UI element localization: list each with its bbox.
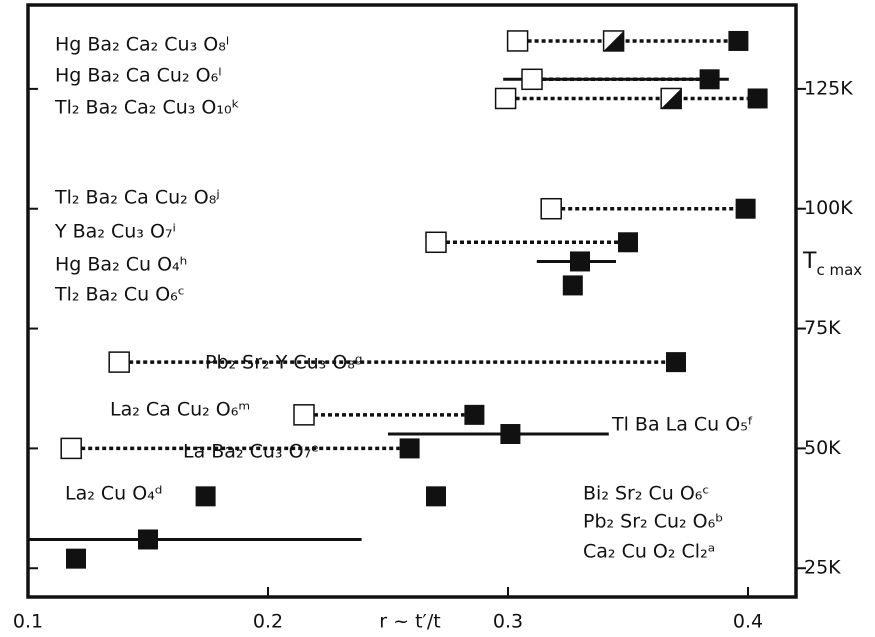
y-tick-label: 25K <box>804 557 841 579</box>
compound-label: Hg Ba₂ Ca₂ Cu₃ O₈ˡ <box>55 34 229 56</box>
open-marker <box>425 231 447 254</box>
compound-label: Pb₂ Sr₂ Cu₂ O₆ᵇ <box>583 511 723 533</box>
compound-label: Tl₂ Ba₂ Cu O₆ᶜ <box>54 284 185 306</box>
filled-marker <box>500 424 521 445</box>
compound-label: Ca₂ Cu O₂ Cl₂ᵃ <box>583 541 715 563</box>
filled-marker <box>666 352 686 373</box>
x-axis-label: r ~ t′/t <box>379 611 440 633</box>
y-tick-label: 75K <box>804 317 841 339</box>
filled-marker <box>562 275 583 296</box>
filled-marker <box>728 30 749 51</box>
filled-marker <box>570 251 590 272</box>
compound-label: Pb₂ Sr₂ Y Cu₃ O₈ᵍ <box>205 352 363 374</box>
open-marker <box>293 404 315 426</box>
filled-marker <box>747 88 768 109</box>
open-marker <box>540 197 562 220</box>
open-marker <box>506 30 529 52</box>
compound-label: Y Ba₂ Cu₃ O₇ⁱ <box>54 221 176 243</box>
filled-marker <box>138 529 158 550</box>
x-tick-label: 0.3 <box>493 611 523 633</box>
compound-label: La₂ Ca Cu₂ O₆ᵐ <box>110 399 250 421</box>
compound-label: Tl₂ Ba₂ Ca₂ Cu₃ O₁₀ᵏ <box>54 97 240 119</box>
x-tick-label: 0.4 <box>733 611 763 633</box>
compound-label: Hg Ba₂ Cu O₄ʰ <box>55 254 187 276</box>
filled-marker <box>464 404 485 425</box>
plot-frame <box>26 3 798 599</box>
half-marker-fill <box>661 88 682 109</box>
half-marker-fill <box>603 30 624 51</box>
y-tick-label: 125K <box>804 77 853 99</box>
filled-marker <box>399 438 420 459</box>
filled-marker <box>66 548 86 569</box>
open-marker <box>108 351 130 373</box>
compound-label: La₂ Cu O₄ᵈ <box>65 483 163 505</box>
compound-label: La Ba₂ Cu₃ O₇ᵉ <box>183 441 319 463</box>
y-axis-label: Tc max <box>802 249 862 279</box>
compound-label: Tl₂ Ba₂ Ca Cu₂ O₈ʲ <box>54 187 220 209</box>
y-tick-label: 100K <box>804 197 853 219</box>
filled-marker <box>618 232 638 253</box>
compound-label: Tl Ba La Cu O₅ᶠ <box>611 414 753 436</box>
filled-marker <box>195 486 216 507</box>
filled-marker <box>735 198 756 219</box>
y-axis-label-sub: c max <box>816 261 862 279</box>
filled-marker <box>426 486 446 507</box>
compound-label: Bi₂ Sr₂ Cu O₆ᶜ <box>583 483 709 505</box>
y-axis-label-main: T <box>802 249 817 274</box>
x-tick-label: 0.1 <box>13 611 43 633</box>
compound-label: Hg Ba₂ Ca Cu₂ O₆ˡ <box>55 65 221 87</box>
open-marker <box>60 437 82 460</box>
x-tick-label: 0.2 <box>253 611 283 633</box>
open-marker <box>521 68 543 91</box>
y-tick-label: 50K <box>804 437 841 459</box>
open-marker <box>494 87 517 110</box>
filled-marker <box>699 69 720 90</box>
